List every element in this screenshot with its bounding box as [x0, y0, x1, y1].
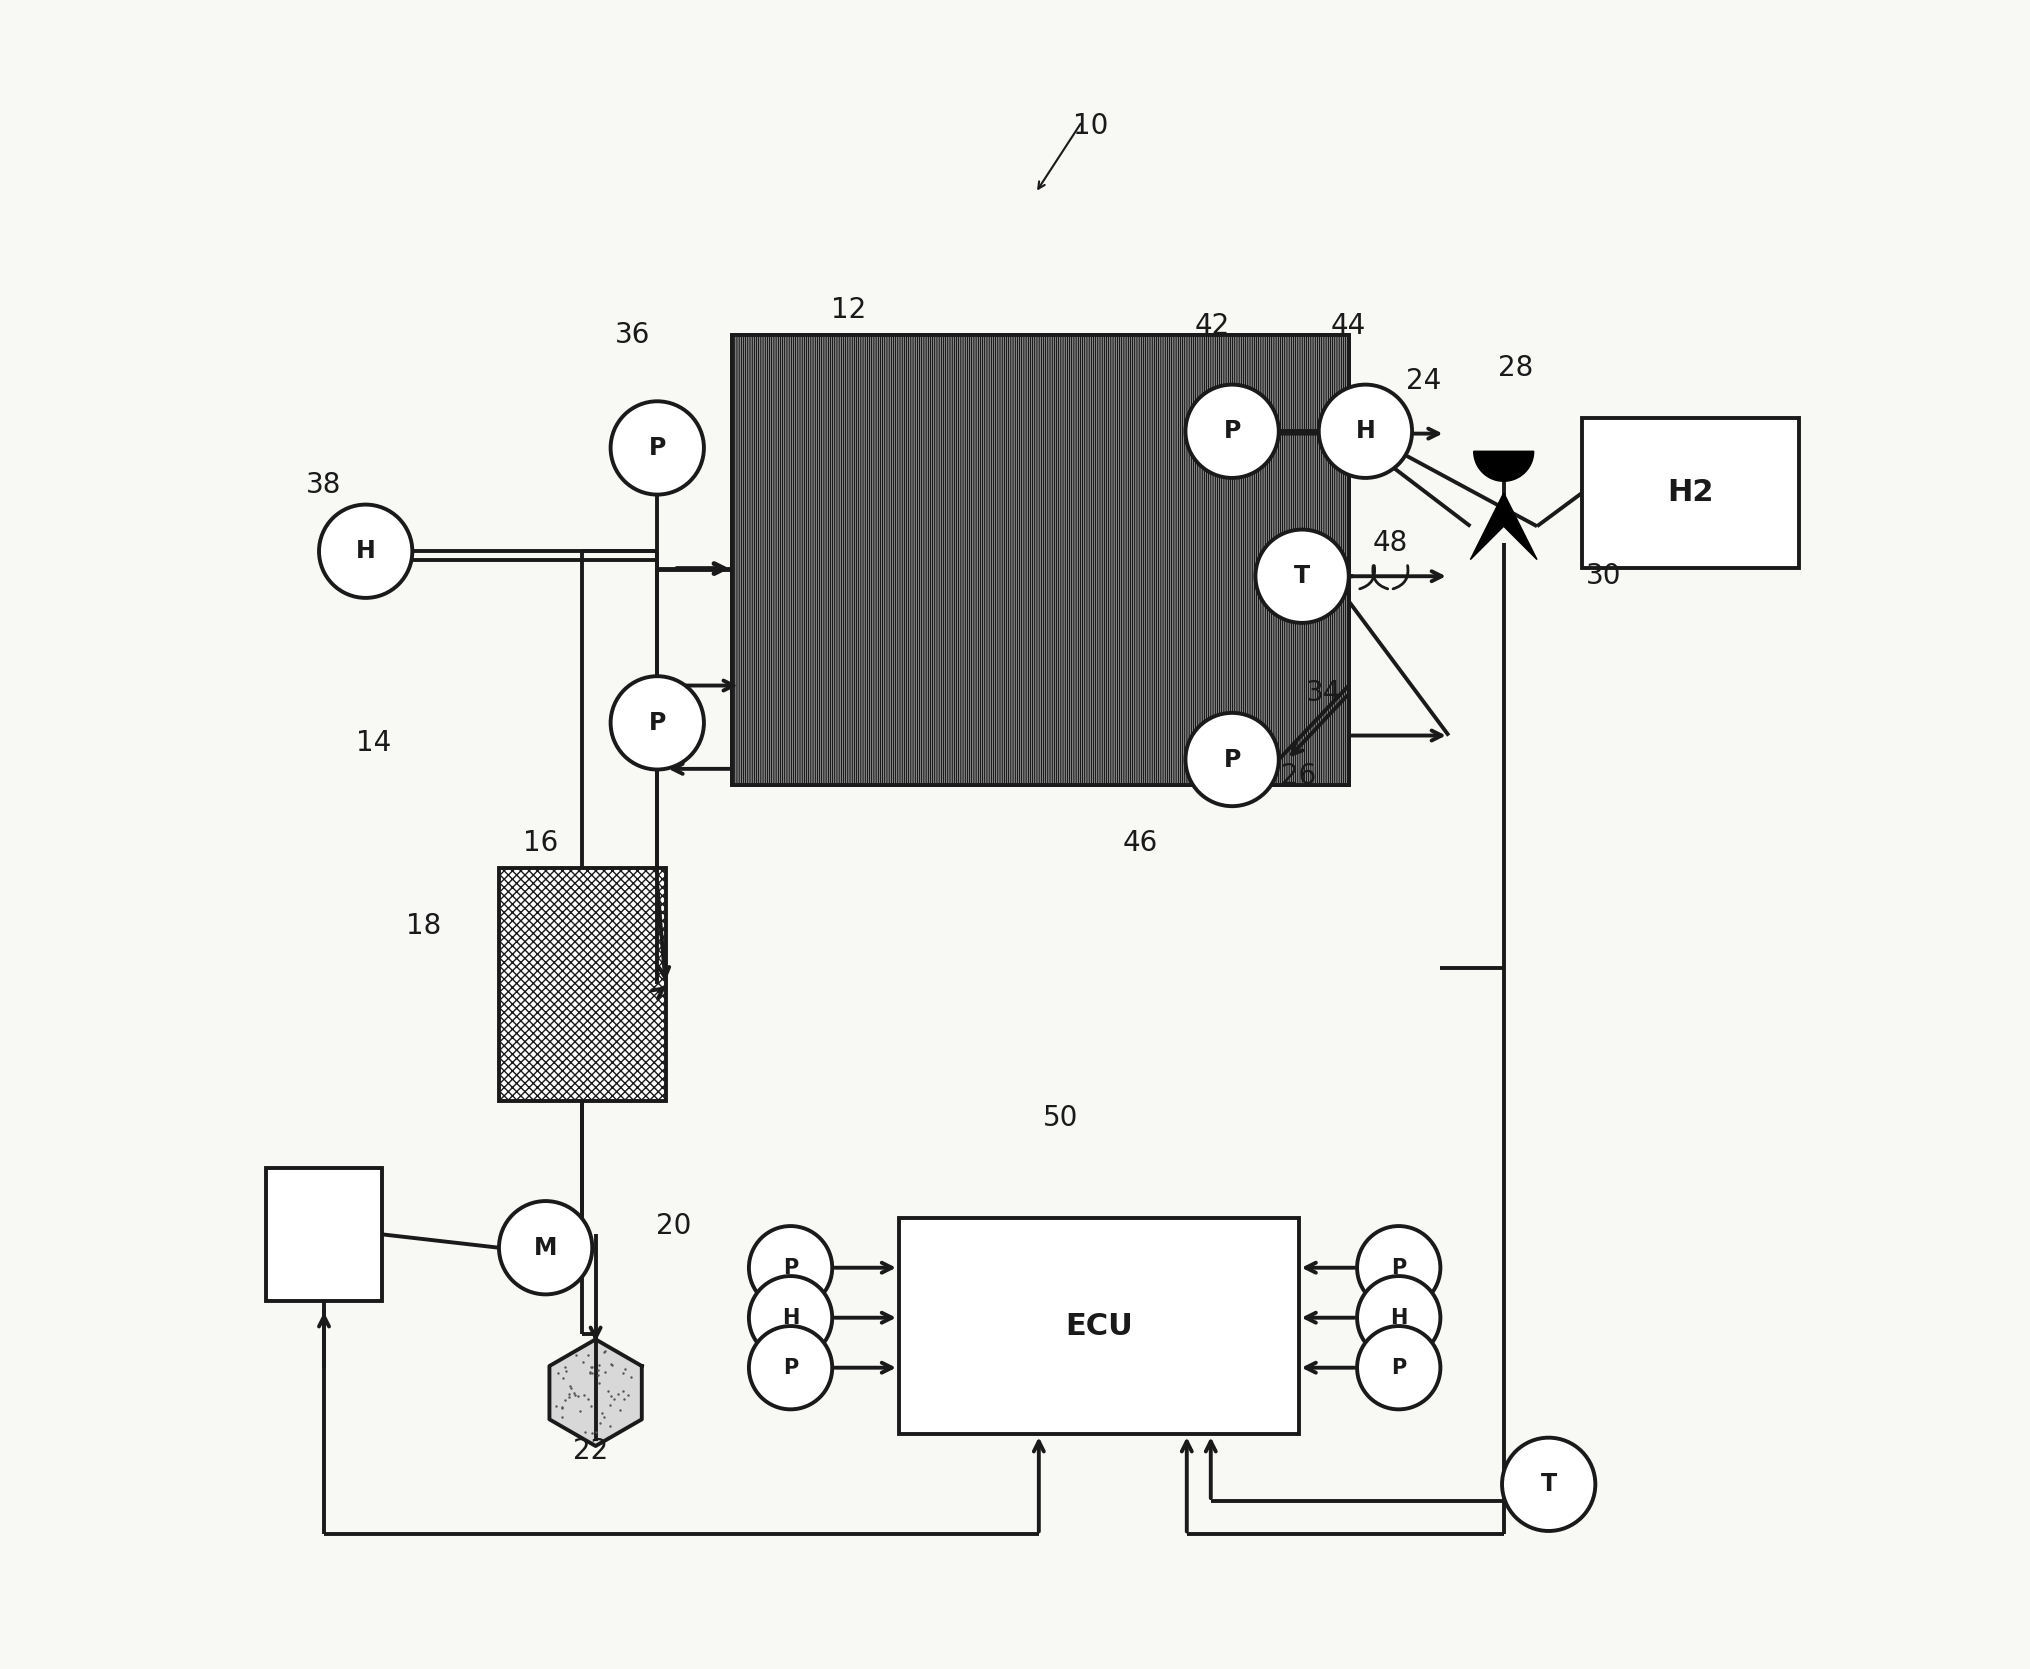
Circle shape: [749, 1227, 832, 1310]
Circle shape: [1356, 1327, 1439, 1409]
Text: T: T: [1541, 1472, 1555, 1497]
Text: P: P: [1391, 1357, 1405, 1377]
Circle shape: [1317, 384, 1411, 477]
Text: H: H: [355, 539, 376, 562]
Polygon shape: [1474, 451, 1533, 481]
Text: 14: 14: [355, 729, 392, 756]
Text: 10: 10: [1072, 112, 1108, 140]
Bar: [1581, 417, 1799, 567]
Circle shape: [499, 1202, 593, 1295]
Circle shape: [1186, 713, 1279, 806]
Circle shape: [749, 1327, 832, 1409]
Text: 46: 46: [1123, 829, 1157, 856]
Text: M: M: [534, 1235, 556, 1260]
Text: ECU: ECU: [1064, 1312, 1133, 1340]
Circle shape: [611, 401, 704, 494]
Text: 34: 34: [1305, 679, 1340, 708]
Text: H2: H2: [1667, 479, 1713, 507]
Text: P: P: [648, 711, 666, 734]
Bar: [266, 1168, 382, 1302]
Bar: [499, 868, 666, 1102]
Text: H: H: [1354, 419, 1374, 444]
Bar: [733, 334, 1348, 784]
Bar: [899, 1218, 1297, 1434]
Text: 12: 12: [830, 295, 867, 324]
Text: 26: 26: [1281, 763, 1315, 789]
Text: 30: 30: [1585, 562, 1620, 591]
Text: 36: 36: [615, 320, 650, 349]
Circle shape: [1356, 1227, 1439, 1310]
Text: H: H: [1389, 1308, 1407, 1329]
Text: H: H: [782, 1308, 800, 1329]
Text: 50: 50: [1041, 1103, 1078, 1132]
Circle shape: [611, 676, 704, 769]
Polygon shape: [550, 1339, 641, 1445]
Text: 18: 18: [406, 913, 441, 940]
Text: P: P: [782, 1258, 798, 1278]
Text: 22: 22: [572, 1437, 607, 1465]
Text: 20: 20: [656, 1212, 692, 1240]
Text: 48: 48: [1372, 529, 1407, 557]
Circle shape: [1502, 1437, 1594, 1530]
Circle shape: [1186, 384, 1279, 477]
Text: 24: 24: [1405, 367, 1441, 396]
Text: 44: 44: [1330, 312, 1366, 340]
Text: T: T: [1293, 564, 1309, 587]
Circle shape: [1356, 1277, 1439, 1359]
Text: P: P: [1222, 419, 1240, 444]
Text: 40: 40: [639, 713, 674, 739]
Circle shape: [1255, 529, 1348, 623]
Text: P: P: [782, 1357, 798, 1377]
Text: 42: 42: [1194, 312, 1228, 340]
Text: 38: 38: [307, 471, 341, 499]
Polygon shape: [1470, 492, 1537, 559]
Text: P: P: [1222, 748, 1240, 771]
Text: P: P: [648, 436, 666, 461]
Text: 16: 16: [524, 829, 558, 856]
Circle shape: [749, 1277, 832, 1359]
Text: 28: 28: [1496, 354, 1533, 382]
Bar: [733, 334, 1348, 784]
Text: P: P: [1391, 1258, 1405, 1278]
Circle shape: [319, 504, 412, 598]
